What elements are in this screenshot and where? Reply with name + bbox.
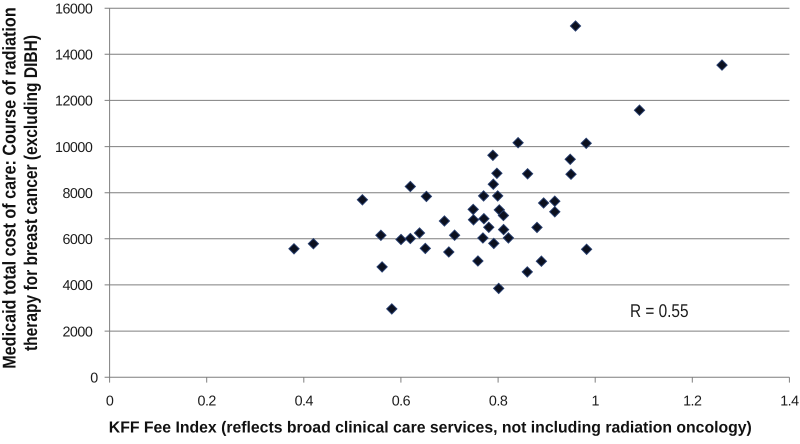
svg-text:14000: 14000 xyxy=(55,48,93,64)
svg-text:0: 0 xyxy=(90,370,98,386)
svg-text:therapy for breast cancer (exc: therapy for breast cancer (excluding DIB… xyxy=(20,35,41,351)
svg-text:12000: 12000 xyxy=(55,94,93,110)
svg-text:10000: 10000 xyxy=(55,140,93,156)
svg-text:Medicaid total cost of care: C: Medicaid total cost of care: Course of r… xyxy=(0,7,19,369)
svg-text:0.8: 0.8 xyxy=(489,393,508,409)
svg-text:16000: 16000 xyxy=(55,1,93,17)
svg-text:1.4: 1.4 xyxy=(780,393,799,409)
svg-text:8000: 8000 xyxy=(62,186,92,202)
svg-text:4000: 4000 xyxy=(62,278,92,294)
svg-text:1.2: 1.2 xyxy=(683,393,702,409)
svg-text:KFF Fee Index (reflects broad: KFF Fee Index (reflects broad clinical c… xyxy=(109,420,752,437)
svg-text:0.6: 0.6 xyxy=(392,393,411,409)
svg-text:2000: 2000 xyxy=(62,324,92,340)
svg-text:R = 0.55: R = 0.55 xyxy=(630,300,689,321)
svg-text:6000: 6000 xyxy=(62,232,92,248)
svg-text:1: 1 xyxy=(591,393,599,409)
svg-text:0.2: 0.2 xyxy=(198,393,217,409)
svg-text:0.4: 0.4 xyxy=(295,393,314,409)
svg-text:0: 0 xyxy=(106,393,114,409)
